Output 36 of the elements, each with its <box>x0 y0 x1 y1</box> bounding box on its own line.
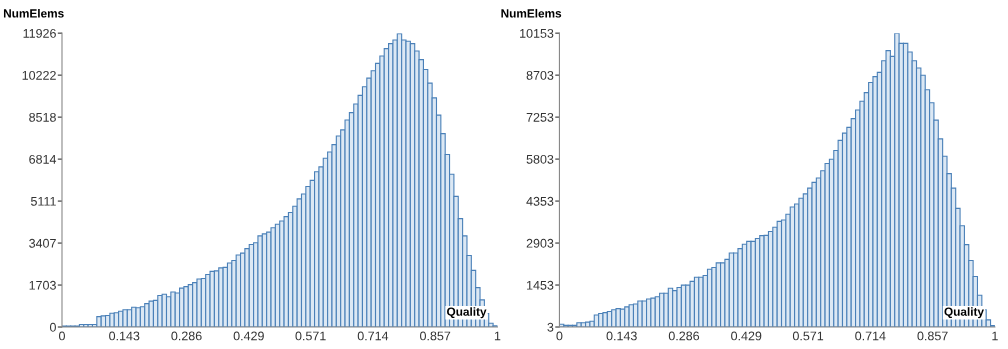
y-tick-label: 4353 <box>526 196 554 206</box>
y-tick-label: 3407 <box>29 238 56 248</box>
y-tick-label: 0 <box>49 322 56 332</box>
x-axis-title: Quality <box>944 307 984 319</box>
y-tick-label: 1703 <box>29 280 56 290</box>
x-tick-label: 0.429 <box>731 331 762 341</box>
x-tick-label: 0.571 <box>792 331 824 341</box>
y-tick-label: 11926 <box>23 28 56 38</box>
y-tick-label: 8703 <box>526 70 554 80</box>
x-tick-label: 0.286 <box>668 331 700 341</box>
x-tick-label: 0 <box>556 331 563 341</box>
x-tick-label: 1 <box>992 331 998 341</box>
y-tick-label: 10222 <box>22 70 56 80</box>
x-tick-label: 0.286 <box>171 331 202 341</box>
y-axis-title: NumElems <box>3 8 64 18</box>
y-axis-title: NumElems <box>501 8 562 18</box>
y-tick-label: 5803 <box>526 154 554 164</box>
x-tick-label: 0.714 <box>357 331 389 341</box>
y-tick-label: 1453 <box>527 280 554 290</box>
x-tick-label: 0.857 <box>420 331 451 341</box>
y-tick-label: 8518 <box>29 112 56 122</box>
x-tick-label: 0.571 <box>295 331 326 341</box>
x-tick-label: 0.857 <box>917 331 948 341</box>
x-tick-label: 0.143 <box>109 331 140 341</box>
y-tick-label: 7253 <box>526 112 554 122</box>
y-tick-label: 10153 <box>520 28 554 38</box>
x-axis-title: Quality <box>447 307 487 319</box>
y-tick-label: 6814 <box>29 154 57 164</box>
x-tick-label: 0 <box>59 331 65 341</box>
y-tick-label: 3 <box>547 322 554 332</box>
x-tick-label: 0.714 <box>855 331 886 341</box>
y-tick-label: 2903 <box>526 238 554 248</box>
y-tick-label: 5111 <box>30 197 56 206</box>
x-tick-label: 1 <box>494 331 501 341</box>
x-tick-label: 0.143 <box>606 331 637 341</box>
x-tick-label: 0.429 <box>233 331 264 341</box>
